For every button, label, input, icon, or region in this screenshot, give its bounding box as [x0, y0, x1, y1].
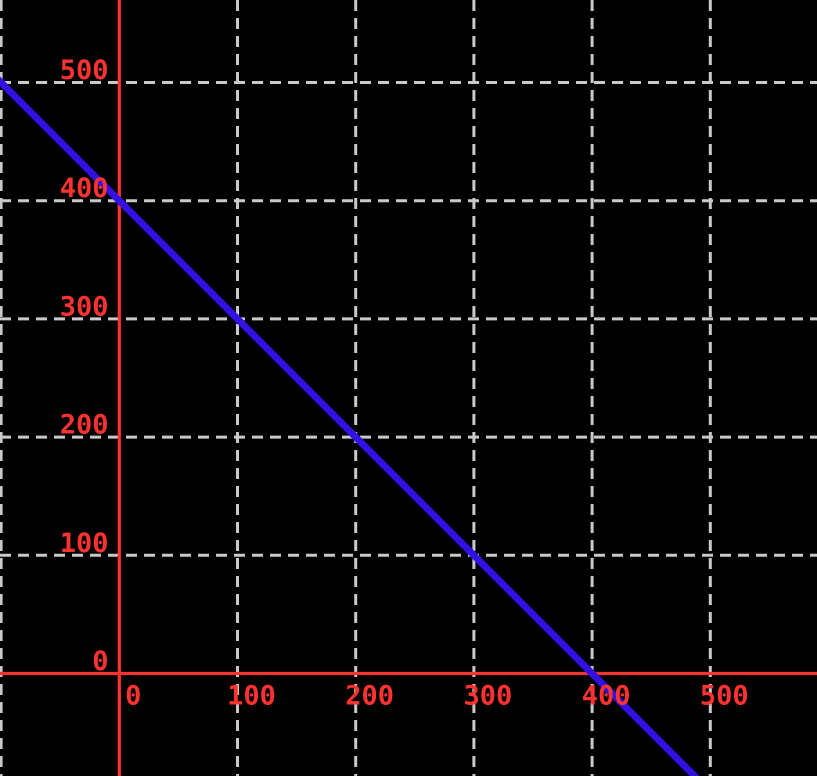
y-tick-label: 500	[60, 55, 109, 86]
x-tick-label: 100	[227, 681, 276, 712]
x-tick-label: 200	[345, 681, 394, 712]
x-tick-label: 300	[464, 681, 513, 712]
y-tick-label: 200	[60, 410, 109, 441]
y-tick-label: 300	[60, 291, 109, 322]
x-tick-label: 500	[700, 681, 749, 712]
data-line	[0, 76, 700, 776]
y-tick-label: 400	[60, 173, 109, 204]
x-tick-label: 400	[582, 681, 631, 712]
y-tick-label: 0	[92, 646, 108, 677]
y-tick-label: 100	[60, 528, 109, 559]
x-tick-label: 0	[125, 681, 141, 712]
